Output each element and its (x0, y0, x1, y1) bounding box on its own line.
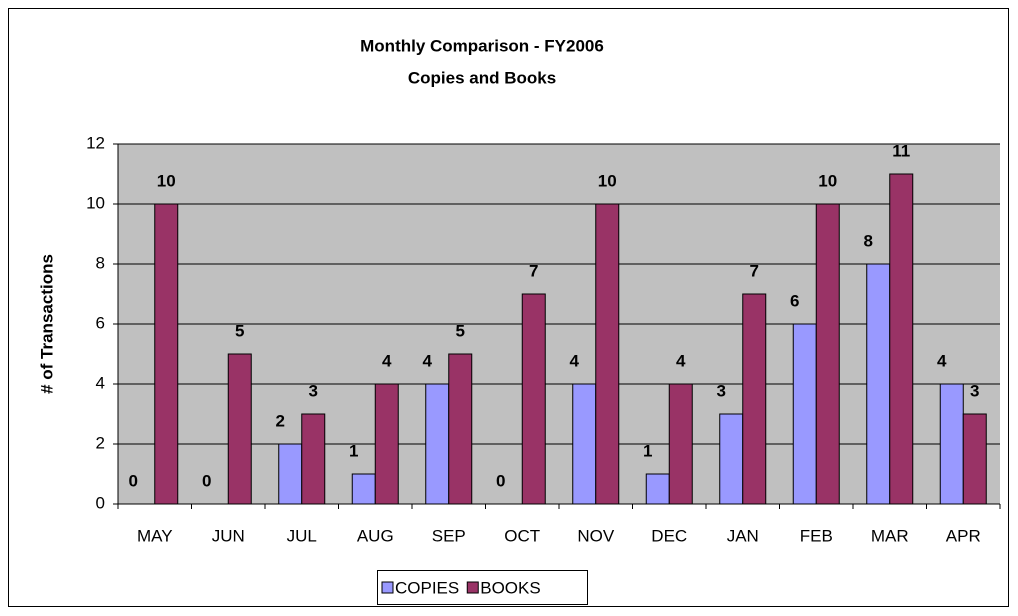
data-label: 4 (423, 351, 433, 370)
data-label: 3 (970, 381, 979, 400)
y-tick-label: 10 (86, 193, 105, 212)
data-label: 5 (456, 321, 465, 340)
bar (154, 203, 179, 505)
data-label: 0 (496, 471, 505, 490)
data-label: 10 (598, 171, 617, 190)
bar (301, 413, 326, 505)
bar (962, 413, 987, 505)
bar (719, 413, 744, 505)
x-tick-label: MAY (137, 526, 173, 545)
bar (742, 293, 767, 505)
x-tick-label: MAR (871, 526, 909, 545)
data-label: 3 (717, 381, 726, 400)
bar (668, 383, 693, 505)
bar (425, 383, 450, 505)
data-label: 3 (309, 381, 318, 400)
data-label: 4 (937, 351, 947, 370)
data-label: 6 (790, 291, 799, 310)
y-tick-label: 12 (86, 133, 105, 152)
data-label: 4 (676, 351, 686, 370)
bar (278, 443, 303, 505)
bar (448, 353, 473, 505)
x-tick-label: JUL (287, 526, 317, 545)
bar (227, 353, 252, 505)
x-tick-label: JAN (727, 526, 759, 545)
x-tick-label: DEC (651, 526, 687, 545)
bar (866, 263, 891, 505)
bar (939, 383, 964, 505)
bar (889, 173, 914, 505)
x-tick-label: APR (946, 526, 981, 545)
legend-swatch (381, 581, 394, 594)
data-label: 7 (750, 261, 759, 280)
data-label: 1 (643, 441, 652, 460)
y-tick-label: 8 (96, 253, 105, 272)
data-label: 10 (157, 171, 176, 190)
bar (374, 383, 399, 505)
data-label: 2 (276, 411, 285, 430)
x-tick-label: JUN (212, 526, 245, 545)
y-tick-label: 4 (96, 373, 105, 392)
chart-title: Monthly Comparison - FY2006 (360, 36, 604, 55)
legend-label: BOOKS (480, 578, 540, 597)
x-tick-label: SEP (432, 526, 466, 545)
data-label: 8 (864, 231, 873, 250)
bar (645, 473, 670, 505)
bar (351, 473, 376, 505)
y-tick-label: 2 (96, 433, 105, 452)
data-label: 0 (129, 471, 138, 490)
data-label: 4 (382, 351, 392, 370)
bar (521, 293, 546, 505)
y-axis-label: # of Transactions (37, 254, 56, 394)
bar (792, 323, 817, 505)
x-tick-label: FEB (800, 526, 833, 545)
chart-subtitle: Copies and Books (408, 68, 556, 87)
y-tick-label: 6 (96, 313, 105, 332)
data-label: 10 (818, 171, 837, 190)
data-label: 0 (202, 471, 211, 490)
legend-swatch (466, 581, 479, 594)
data-label: 7 (529, 261, 538, 280)
bar (595, 203, 620, 505)
bar (572, 383, 597, 505)
legend-label: COPIES (395, 578, 459, 597)
x-tick-label: AUG (357, 526, 394, 545)
x-tick-label: OCT (504, 526, 540, 545)
data-label: 5 (235, 321, 244, 340)
x-tick-label: NOV (577, 526, 615, 545)
legend (377, 570, 588, 605)
data-label: 11 (892, 141, 910, 160)
data-label: 1 (349, 441, 358, 460)
bar (815, 203, 840, 505)
data-label: 4 (570, 351, 580, 370)
y-tick-label: 0 (96, 493, 105, 512)
